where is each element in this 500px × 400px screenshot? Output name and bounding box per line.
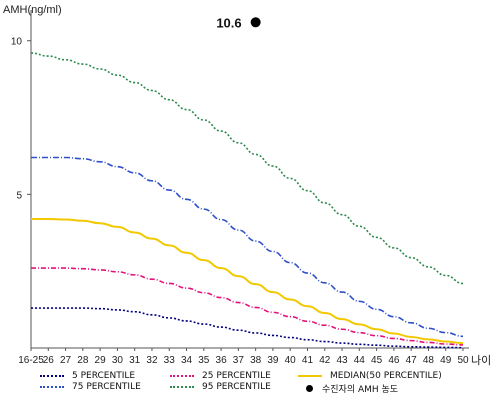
legend-swatch [298, 375, 322, 377]
x-tick-label: 30 [112, 355, 124, 366]
series-layer [30, 52, 464, 349]
x-tick-label: 31 [129, 355, 141, 366]
series-line-5 [30, 52, 464, 285]
legend-label: 95 PERCENTILE [202, 382, 271, 392]
series-line-2 [30, 267, 464, 346]
x-tick-label: 35 [198, 355, 210, 366]
x-tick-label: 36 [216, 355, 228, 366]
legend-item-1: 5 PERCENTILE [40, 371, 135, 381]
legend-patient-dot [306, 385, 313, 392]
x-tick-label: 40 [285, 355, 297, 366]
x-tick-label: 33 [164, 355, 176, 366]
legend-label: 75 PERCENTILE [72, 382, 141, 392]
legend-swatch [170, 375, 194, 377]
legend-item-3: MEDIAN(50 PERCENTILE) [298, 371, 442, 381]
y-tick-label: 5 [16, 190, 22, 201]
legend-item-4: 75 PERCENTILE [40, 382, 141, 392]
x-tick-label: 29 [95, 355, 107, 366]
x-tick-label: 43 [336, 355, 348, 366]
legend-label: 25 PERCENTILE [202, 371, 271, 381]
legend-item-5: 95 PERCENTILE [170, 382, 271, 392]
x-tick-label: 16-25 [18, 355, 44, 366]
legend-label: 수진자의 AMH 농도 [322, 385, 399, 395]
legend-label: MEDIAN(50 PERCENTILE) [330, 371, 442, 381]
series-line-4 [31, 156, 464, 338]
series-line-3 [31, 217, 464, 345]
x-tick-label: 37 [233, 355, 245, 366]
x-tick-label: 34 [181, 355, 193, 366]
x-tick-label: 46 [388, 355, 400, 366]
x-tick-label: 42 [319, 355, 331, 366]
y-tick-label: 10 [11, 37, 23, 48]
legend-item-2: 25 PERCENTILE [170, 371, 271, 381]
x-tick-label: 32 [146, 355, 158, 366]
patient-amh-point [250, 17, 261, 28]
x-tick-label: 50 [457, 355, 469, 366]
x-tick-label: 45 [371, 355, 383, 366]
y-axis-label: AMH(ng/ml) [3, 4, 62, 16]
x-tick-label: 47 [406, 355, 418, 366]
x-tick-label: 44 [354, 355, 366, 366]
patient-marker-layer: 10.6 [216, 15, 261, 30]
x-tick-label: 49 [440, 355, 452, 366]
legend-swatch [170, 386, 194, 388]
x-tick-label: 48 [423, 355, 435, 366]
legend-swatch [40, 386, 64, 388]
x-tick-label: 41 [302, 355, 314, 366]
legend-item-patient: 수진자의 AMH 농도 [298, 382, 398, 395]
series-line-1 [31, 307, 464, 349]
x-tick-label: 26 [43, 355, 55, 366]
legend-swatch [40, 375, 64, 377]
legend-label: 5 PERCENTILE [72, 371, 136, 381]
patient-amh-value-label: 10.6 [216, 15, 241, 30]
x-tick-label: 28 [77, 355, 89, 366]
x-axis-label: 나이 [471, 354, 491, 367]
x-tick-label: 38 [250, 355, 262, 366]
x-tick-label: 39 [267, 355, 279, 366]
x-tick-label: 27 [60, 355, 72, 366]
